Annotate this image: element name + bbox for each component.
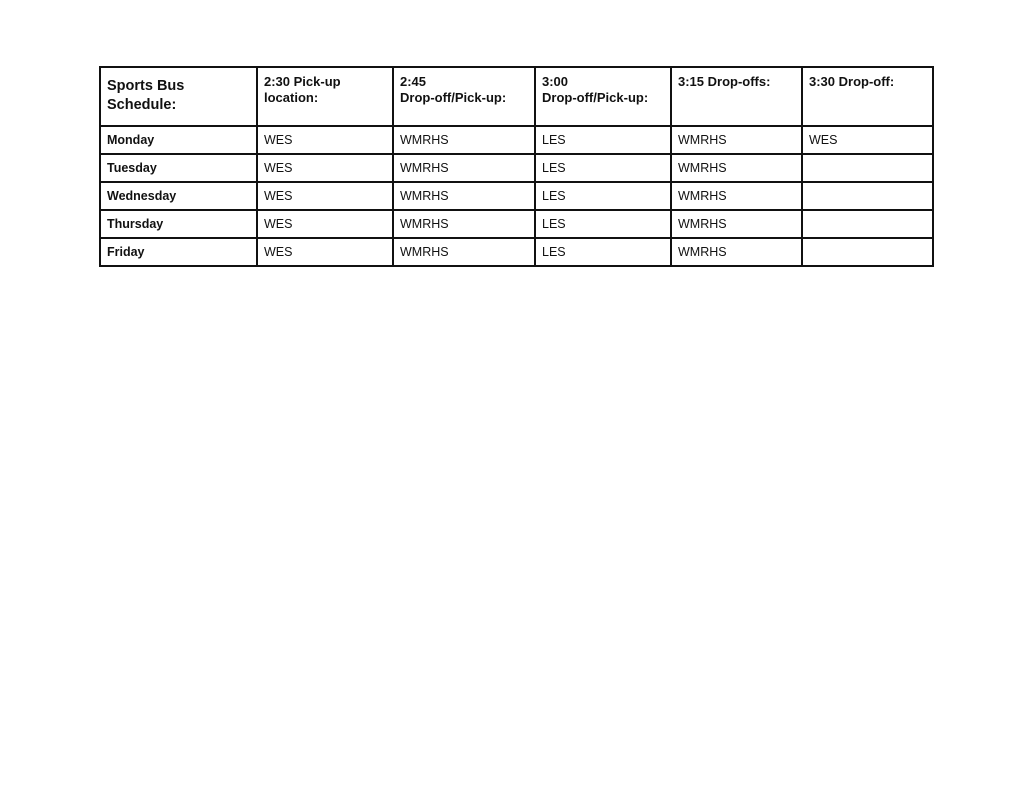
location-cell: WES <box>256 181 394 211</box>
day-cell: Wednesday <box>99 181 258 211</box>
title-line: Schedule: <box>107 97 177 113</box>
table-title: Sports Bus Schedule: <box>99 66 258 127</box>
column-header: 3:30 Drop-off: <box>801 66 934 127</box>
header-row: Sports Bus Schedule: 2:30 Pick-up location… <box>99 66 934 127</box>
header-line: Drop-off/Pick-up: <box>542 90 649 105</box>
header-line: 3:30 Drop-off: <box>809 74 895 89</box>
header-line: location: <box>264 90 319 105</box>
title-line: Sports Bus <box>107 78 185 94</box>
location-cell <box>801 209 934 239</box>
location-cell <box>801 153 934 183</box>
table-row: Monday WES WMRHS LES WMRHS WES <box>99 125 934 155</box>
day-cell: Tuesday <box>99 153 258 183</box>
day-cell: Monday <box>99 125 258 155</box>
header-line: 3:15 Drop-offs: <box>678 74 771 89</box>
header-line: 3:00 <box>542 74 569 89</box>
location-cell <box>801 237 934 267</box>
location-cell: LES <box>534 209 672 239</box>
location-cell: WES <box>256 209 394 239</box>
location-cell: WMRHS <box>392 181 536 211</box>
location-cell: WMRHS <box>670 209 803 239</box>
header-line: Drop-off/Pick-up: <box>400 90 507 105</box>
location-cell: WES <box>801 125 934 155</box>
column-header: 2:30 Pick-up location: <box>256 66 394 127</box>
location-cell <box>801 181 934 211</box>
location-cell: WMRHS <box>392 237 536 267</box>
location-cell: WMRHS <box>392 153 536 183</box>
table-row: Thursday WES WMRHS LES WMRHS <box>99 209 934 239</box>
location-cell: WMRHS <box>670 125 803 155</box>
location-cell: LES <box>534 181 672 211</box>
table-row: Friday WES WMRHS LES WMRHS <box>99 237 934 267</box>
column-header: 3:15 Drop-offs: <box>670 66 803 127</box>
location-cell: LES <box>534 125 672 155</box>
header-line: 2:45 <box>400 74 427 89</box>
location-cell: LES <box>534 237 672 267</box>
location-cell: WMRHS <box>392 209 536 239</box>
table-row: Tuesday WES WMRHS LES WMRHS <box>99 153 934 183</box>
location-cell: WMRHS <box>670 181 803 211</box>
column-header: 3:00 Drop-off/Pick-up: <box>534 66 672 127</box>
location-cell: WMRHS <box>670 237 803 267</box>
day-cell: Friday <box>99 237 258 267</box>
table-row: Wednesday WES WMRHS LES WMRHS <box>99 181 934 211</box>
day-cell: Thursday <box>99 209 258 239</box>
location-cell: WES <box>256 237 394 267</box>
location-cell: WMRHS <box>392 125 536 155</box>
column-header: 2:45 Drop-off/Pick-up: <box>392 66 536 127</box>
location-cell: WMRHS <box>670 153 803 183</box>
location-cell: WES <box>256 125 394 155</box>
header-line: 2:30 Pick-up <box>264 74 341 89</box>
sports-bus-schedule-table: Sports Bus Schedule: 2:30 Pick-up location… <box>99 66 934 267</box>
location-cell: WES <box>256 153 394 183</box>
location-cell: LES <box>534 153 672 183</box>
